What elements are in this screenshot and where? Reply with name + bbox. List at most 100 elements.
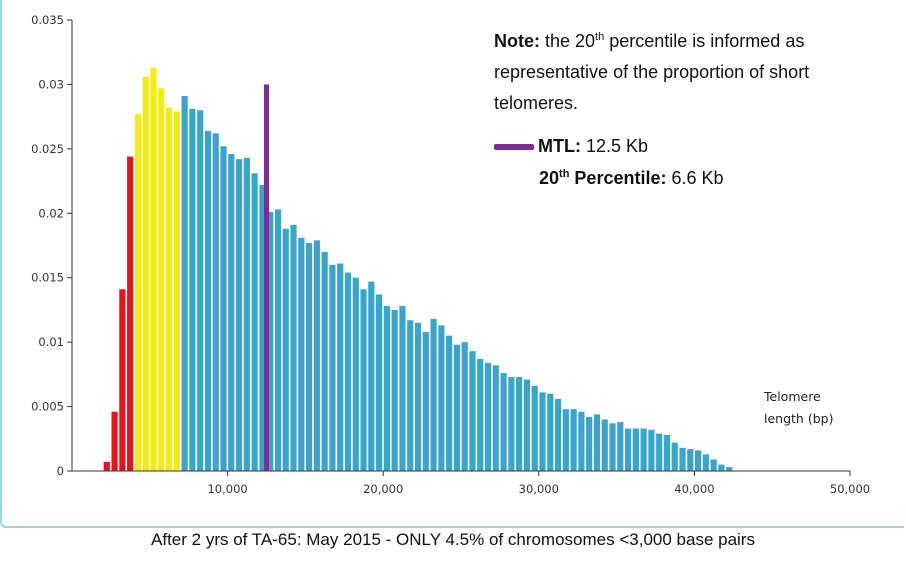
histogram-bar bbox=[438, 325, 445, 471]
histogram-bar bbox=[119, 289, 126, 471]
x-tick-label: 40,000 bbox=[674, 482, 714, 496]
histogram-bar bbox=[500, 373, 507, 471]
histogram-bar bbox=[624, 428, 632, 471]
note-text-start: the 20 bbox=[540, 31, 596, 51]
axes-group: 0 0.005 0.01 0.015 0.02 0.025 0.03 0.035 10,000 2… bbox=[31, 13, 870, 496]
mtl-swatch-icon bbox=[494, 144, 534, 151]
histogram-bar bbox=[127, 156, 134, 471]
legend-pct-sup: th bbox=[559, 168, 570, 180]
histogram-bar bbox=[173, 111, 180, 472]
histogram-bar bbox=[134, 114, 142, 471]
legend: MTL: 12.5 Kb 20th Percentile: 6.6 Kb bbox=[494, 132, 724, 192]
histogram-bar bbox=[554, 398, 562, 471]
histogram-bar bbox=[165, 107, 173, 472]
histogram-bar bbox=[523, 379, 531, 471]
histogram-bar bbox=[718, 464, 725, 471]
note-superscript: th bbox=[595, 31, 605, 43]
note-bold-label: Note: bbox=[494, 31, 540, 51]
legend-mtl-label: MTL: bbox=[538, 136, 581, 156]
histogram-bar bbox=[516, 376, 523, 471]
histogram-bar bbox=[671, 442, 678, 471]
histogram-bar bbox=[228, 154, 235, 471]
histogram-bar bbox=[259, 184, 266, 471]
y-tick-label: 0.02 bbox=[38, 206, 64, 220]
histogram-bar bbox=[306, 242, 313, 471]
histogram-bar bbox=[142, 76, 149, 471]
histogram-bar bbox=[679, 447, 686, 471]
histogram-bar bbox=[267, 212, 274, 471]
y-tick-label: 0.035 bbox=[31, 13, 64, 27]
histogram-bar bbox=[391, 309, 398, 471]
histogram-bar bbox=[103, 461, 110, 471]
histogram-bar bbox=[632, 428, 639, 471]
chart-frame bbox=[0, 0, 904, 528]
histogram-bar bbox=[453, 344, 460, 471]
y-tick-label: 0.03 bbox=[38, 77, 64, 91]
histogram-bar bbox=[282, 228, 289, 471]
legend-pct-suffix: Percentile: bbox=[569, 168, 667, 188]
histogram-bar bbox=[648, 429, 655, 471]
histogram-bar bbox=[656, 433, 663, 471]
histogram-bar bbox=[204, 130, 212, 471]
histogram-bar bbox=[469, 351, 476, 471]
histogram-bar bbox=[329, 264, 336, 471]
y-tick-label: 0.005 bbox=[31, 400, 64, 414]
x-tick-label: 10,000 bbox=[207, 482, 247, 496]
histogram-bar bbox=[235, 159, 243, 472]
histogram-bar bbox=[710, 459, 717, 471]
histogram-bar bbox=[376, 294, 383, 471]
x-tick-label: 30,000 bbox=[519, 482, 559, 496]
histogram-bar bbox=[360, 289, 367, 471]
histogram-bar bbox=[111, 411, 118, 471]
histogram-bar bbox=[274, 209, 282, 472]
mtl-marker-bar bbox=[264, 84, 269, 472]
histogram-bar bbox=[586, 416, 593, 471]
histogram-bar bbox=[531, 385, 538, 471]
histogram-bar bbox=[313, 240, 320, 471]
histogram-bar bbox=[547, 393, 554, 471]
y-tick-label: 0.025 bbox=[31, 142, 64, 156]
histogram-bar bbox=[609, 423, 616, 471]
histogram-bar bbox=[430, 318, 437, 471]
x-axis-label-line-1: Telomere bbox=[763, 389, 821, 404]
histogram-bar bbox=[344, 272, 352, 471]
histogram-bar bbox=[251, 173, 258, 471]
histogram-bar bbox=[508, 376, 515, 471]
histogram-bar bbox=[461, 342, 468, 471]
histogram-bar bbox=[446, 335, 453, 471]
histogram-bar bbox=[578, 411, 585, 471]
histogram-bar bbox=[368, 281, 375, 471]
histogram-bar bbox=[189, 108, 196, 471]
histogram-bar bbox=[702, 454, 709, 471]
histogram-bar bbox=[158, 88, 165, 471]
histogram-bar bbox=[399, 306, 406, 471]
histogram-bar bbox=[593, 414, 601, 471]
histogram-bar bbox=[407, 320, 414, 471]
histogram-bar bbox=[150, 67, 157, 472]
histogram-bar bbox=[181, 96, 188, 471]
histogram-bar bbox=[212, 133, 219, 471]
note-annotation: Note: the 20th percentile is informed as… bbox=[494, 22, 894, 119]
histogram-chart: 0 0.005 0.01 0.015 0.02 0.025 0.03 0.035 10,000 2… bbox=[31, 13, 870, 496]
x-axis-label-line-2: length (bp) bbox=[764, 411, 833, 426]
histogram-bar bbox=[601, 419, 608, 471]
histogram-bar bbox=[414, 322, 422, 471]
y-tick-label: 0.01 bbox=[38, 335, 64, 349]
legend-percentile-row: 20th Percentile: 6.6 Kb bbox=[494, 160, 724, 192]
legend-pct-prefix: 20 bbox=[539, 168, 560, 188]
histogram-bar bbox=[197, 110, 204, 471]
histogram-bar bbox=[383, 306, 390, 471]
x-tick-label: 50,000 bbox=[830, 482, 870, 496]
histogram-bar bbox=[290, 224, 297, 471]
histogram-bar bbox=[617, 422, 624, 471]
y-tick-label: 0 bbox=[57, 464, 64, 478]
histogram-bar bbox=[695, 450, 702, 471]
histogram-bar bbox=[687, 449, 694, 471]
legend-mtl-value: 12.5 Kb bbox=[580, 136, 649, 156]
histogram-bar bbox=[298, 237, 305, 471]
y-tick-label: 0.015 bbox=[31, 271, 64, 285]
histogram-bar bbox=[422, 331, 429, 471]
legend-mtl-row: MTL: 12.5 Kb bbox=[494, 132, 724, 160]
slide-caption: After 2 yrs of TA-65: May 2015 - ONLY 4.… bbox=[151, 530, 755, 549]
histogram-bar bbox=[492, 365, 499, 471]
